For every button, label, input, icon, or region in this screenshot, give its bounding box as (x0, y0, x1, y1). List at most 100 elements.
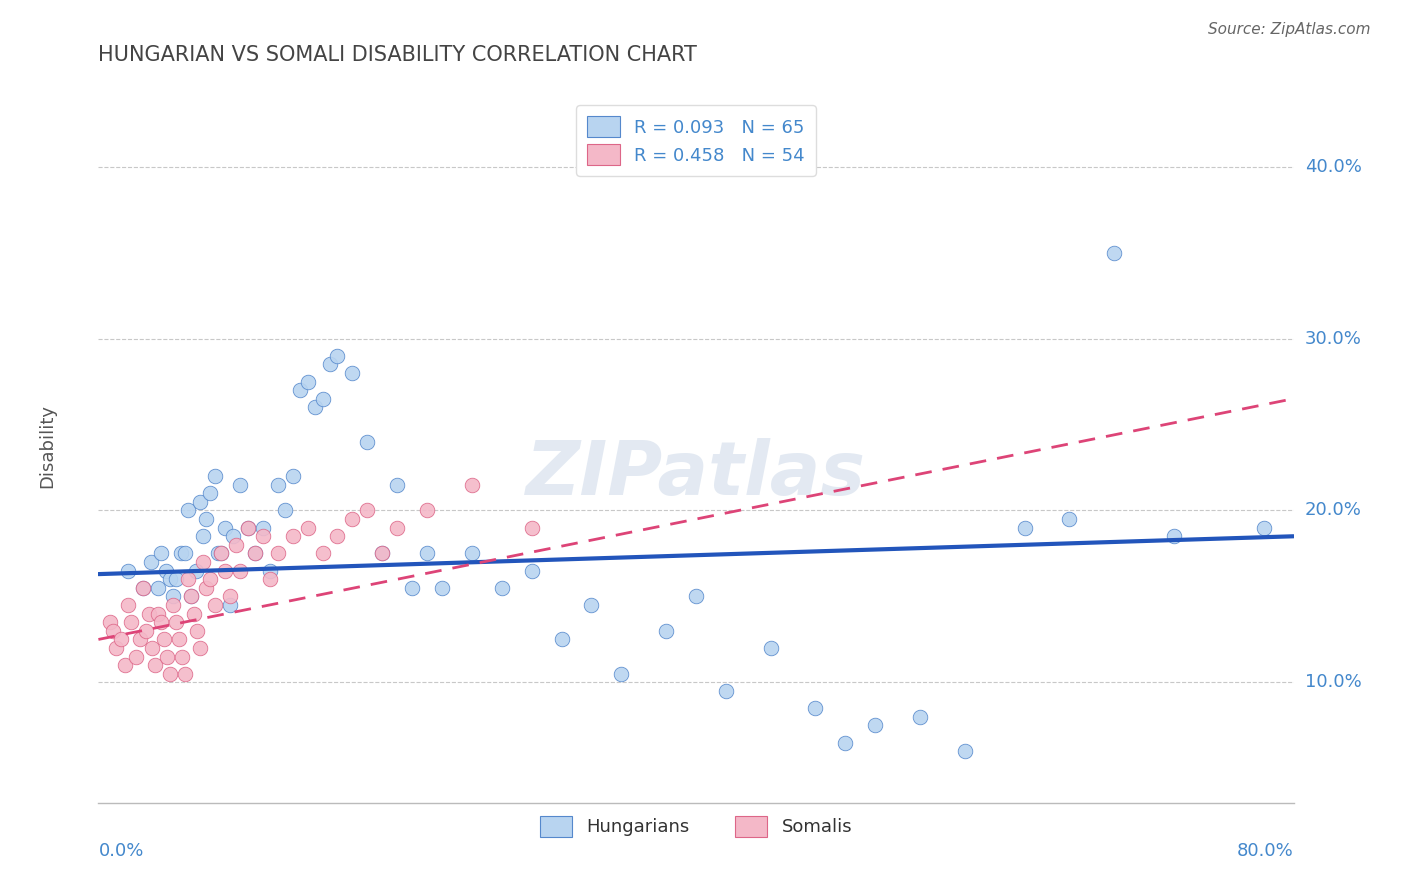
Point (953, 744, 976, 758)
Point (281, 469, 304, 483)
Point (148, 581, 170, 595)
Point (169, 546, 191, 560)
Point (319, 357, 342, 371)
Point (267, 546, 290, 560)
Point (371, 546, 394, 560)
Point (153, 632, 176, 647)
Point (219, 598, 242, 612)
Text: 40.0%: 40.0% (1305, 158, 1361, 176)
Point (214, 521, 236, 535)
Point (132, 581, 155, 595)
Point (162, 598, 184, 612)
Point (520, 521, 543, 535)
Point (461, 477, 484, 491)
Point (195, 512, 218, 526)
Point (834, 736, 856, 750)
Point (1014, 521, 1036, 535)
Point (385, 521, 409, 535)
Text: 30.0%: 30.0% (1305, 329, 1361, 348)
Point (174, 546, 197, 560)
Point (191, 555, 214, 569)
Point (297, 521, 319, 535)
Point (326, 529, 349, 543)
Point (326, 349, 349, 363)
Point (225, 538, 247, 552)
Point (209, 546, 232, 560)
Point (156, 649, 179, 664)
Point (297, 375, 319, 389)
Point (461, 546, 484, 560)
Point (138, 607, 160, 621)
Point (150, 546, 173, 560)
Point (267, 477, 290, 491)
Point (204, 598, 226, 612)
Point (110, 632, 132, 647)
Point (148, 607, 170, 621)
Point (908, 710, 931, 724)
Text: 80.0%: 80.0% (1237, 842, 1294, 860)
Point (259, 572, 281, 586)
Text: 10.0%: 10.0% (1305, 673, 1361, 691)
Point (1104, 245, 1126, 260)
Point (159, 666, 181, 681)
Point (430, 581, 453, 595)
Point (117, 564, 139, 578)
Point (416, 546, 439, 560)
Point (174, 666, 197, 681)
Text: Disability: Disability (38, 404, 56, 488)
Point (252, 521, 274, 535)
Point (165, 572, 187, 586)
Point (245, 546, 267, 560)
Point (311, 546, 333, 560)
Point (288, 383, 311, 397)
Point (245, 546, 267, 560)
Point (180, 590, 202, 604)
Point (416, 503, 439, 517)
Point (207, 546, 229, 560)
Text: 0.0%: 0.0% (98, 842, 143, 860)
Point (159, 572, 181, 586)
Point (610, 666, 633, 681)
Point (759, 641, 782, 656)
Point (342, 512, 364, 526)
Point (177, 503, 200, 517)
Point (188, 641, 211, 656)
Point (222, 529, 245, 543)
Point (143, 658, 166, 673)
Point (184, 564, 207, 578)
Point (98, 615, 122, 630)
Point (229, 477, 252, 491)
Point (342, 366, 364, 380)
Point (120, 615, 142, 630)
Point (132, 581, 155, 595)
Point (274, 503, 297, 517)
Point (172, 649, 194, 664)
Point (177, 572, 200, 586)
Point (183, 607, 205, 621)
Point (714, 684, 737, 698)
Point (356, 434, 378, 449)
Text: ZIPatlas: ZIPatlas (526, 438, 866, 511)
Point (1059, 512, 1081, 526)
Point (865, 718, 887, 732)
Point (236, 521, 259, 535)
Point (385, 477, 409, 491)
Point (229, 564, 252, 578)
Text: 20.0%: 20.0% (1305, 501, 1361, 519)
Point (167, 632, 190, 647)
Point (804, 701, 827, 715)
Point (219, 590, 242, 604)
Point (550, 632, 572, 647)
Point (252, 529, 274, 543)
Point (209, 546, 232, 560)
Point (188, 495, 211, 509)
Point (180, 590, 202, 604)
Point (162, 590, 184, 604)
Point (141, 641, 163, 656)
Point (356, 503, 378, 517)
Point (1163, 529, 1185, 543)
Point (371, 546, 394, 560)
Point (204, 469, 226, 483)
Point (139, 555, 162, 569)
Point (236, 521, 259, 535)
